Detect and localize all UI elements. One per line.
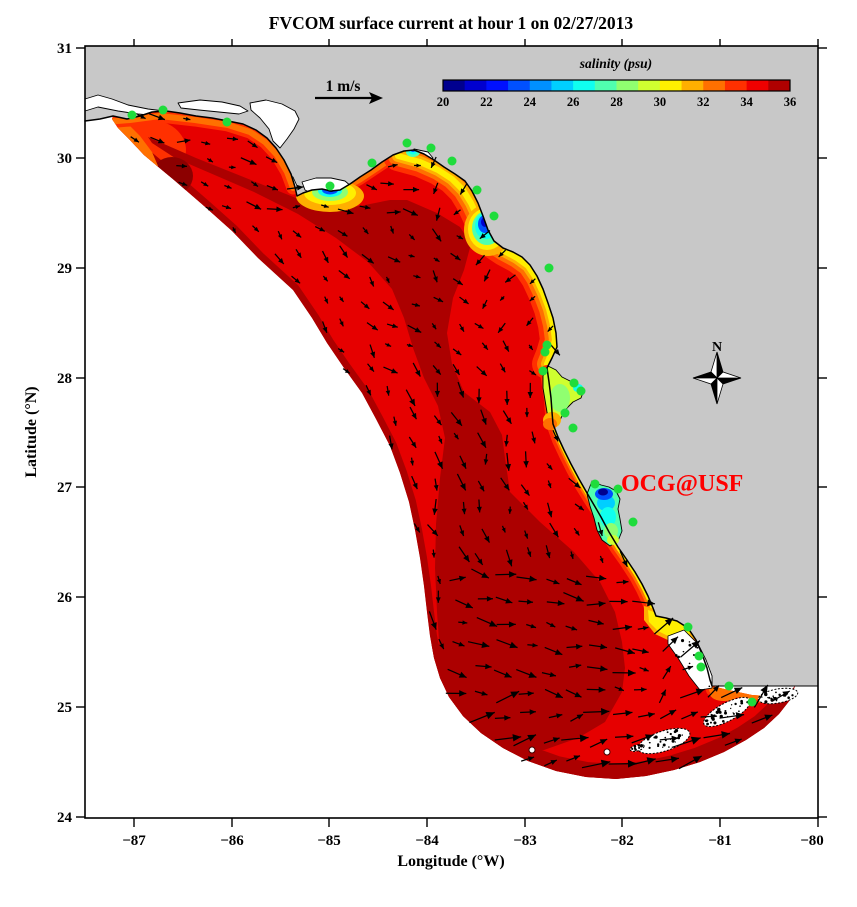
station-dot: [613, 484, 623, 494]
station-dot: [560, 408, 570, 418]
station-dot: [576, 386, 586, 396]
colorbar-tick-label: 22: [480, 95, 493, 109]
y-tick-label: 24: [57, 810, 73, 826]
colorbar-segment: [594, 80, 617, 91]
station-dot: [590, 479, 600, 489]
x-axis-label: Longitude (°W): [397, 853, 504, 870]
y-tick-label: 27: [57, 480, 73, 496]
station-dot: [325, 181, 335, 191]
colorbar-segment: [508, 80, 531, 91]
x-tick-label: −82: [610, 833, 634, 849]
colorbar-tick-label: 26: [567, 95, 580, 109]
station-dot: [683, 622, 693, 632]
colorbar-tick-label: 28: [610, 95, 623, 109]
current-vectors: [130, 113, 791, 770]
colorbar-segment: [681, 80, 704, 91]
x-tick-label: −81: [708, 833, 732, 849]
station-dot: [696, 662, 706, 672]
station-dot: [402, 138, 412, 148]
station-dot: [127, 110, 137, 120]
colorbar-segment: [616, 80, 639, 91]
colorbar-frame: [442, 79, 791, 92]
x-tick-label: −87: [122, 833, 146, 849]
station-dot: [538, 366, 548, 376]
charlotte-harbor: [586, 480, 623, 547]
white-ring-marker: [603, 748, 611, 756]
colorbar-tick-label: 34: [740, 95, 753, 109]
station-dot: [628, 517, 638, 527]
colorbar-tick-label: 24: [524, 95, 537, 109]
compass-n-label: N: [712, 340, 722, 355]
florida-keys: [629, 687, 799, 755]
station-dot: [472, 185, 482, 195]
colorbar: 20 22 24 26 28 30 32 34 36: [437, 79, 797, 109]
white-ring-marker: [528, 746, 536, 754]
ocg-usf-watermark: OCG@USF: [621, 471, 743, 497]
colorbar-segment: [746, 80, 769, 91]
x-tick-label: −85: [317, 833, 341, 849]
x-tick-label: −86: [220, 833, 244, 849]
axes-frame: −87 −86 −85 −84 −83 −82 −81 −80 31 30 29 28 27 26 25 24…: [57, 39, 827, 849]
y-tick-label: 25: [57, 700, 72, 716]
colorbar-tick-label: 32: [697, 95, 710, 109]
colorbar-segment: [768, 80, 791, 91]
x-tick-label: −80: [800, 833, 824, 849]
x-tick-label: −84: [415, 833, 439, 849]
colorbar-tick-label: 36: [784, 95, 797, 109]
station-dot: [426, 143, 436, 153]
station-dot: [568, 423, 578, 433]
colorbar-segment: [573, 80, 596, 91]
compass-rose: [692, 351, 742, 405]
station-dot: [158, 105, 168, 115]
station-markers: [127, 105, 757, 756]
colorbar-segment: [724, 80, 748, 91]
colorbar-label: salinity (psu): [579, 56, 652, 71]
mangrove-islands: [667, 629, 713, 691]
plot-title: FVCOM surface current at hour 1 on 02/27…: [269, 13, 634, 33]
station-dot: [447, 156, 457, 166]
y-tick-label: 30: [57, 151, 72, 167]
x-tick-label: −83: [513, 833, 537, 849]
station-dot: [694, 651, 704, 661]
colorbar-segment: [551, 80, 574, 91]
station-dot: [569, 378, 579, 388]
y-tick-label: 26: [57, 590, 73, 606]
station-dot: [724, 681, 734, 691]
station-dot: [542, 340, 552, 350]
map-layers: [84, 46, 819, 779]
station-dot: [544, 263, 554, 273]
station-dot: [222, 117, 232, 127]
scale-vector-label: 1 m/s: [326, 78, 361, 95]
y-tick-label: 28: [57, 371, 72, 387]
station-dot: [367, 158, 377, 168]
station-dot: [747, 697, 757, 707]
station-dot: [540, 347, 550, 357]
y-axis-label: Latitude (°N): [23, 386, 40, 477]
scale-vector: [315, 92, 383, 104]
colorbar-segment: [464, 80, 487, 91]
colorbar-tick-label: 30: [654, 95, 667, 109]
colorbar-segment: [638, 80, 661, 91]
colorbar-segment: [703, 80, 726, 91]
colorbar-segment: [443, 80, 466, 91]
y-tick-label: 31: [57, 41, 72, 57]
colorbar-segment: [486, 80, 509, 91]
station-dot: [489, 211, 499, 221]
plot-border: [84, 45, 819, 819]
y-tick-label: 29: [57, 261, 72, 277]
colorbar-segment: [529, 80, 552, 91]
colorbar-tick-label: 20: [437, 95, 450, 109]
colorbar-segment: [659, 80, 683, 91]
